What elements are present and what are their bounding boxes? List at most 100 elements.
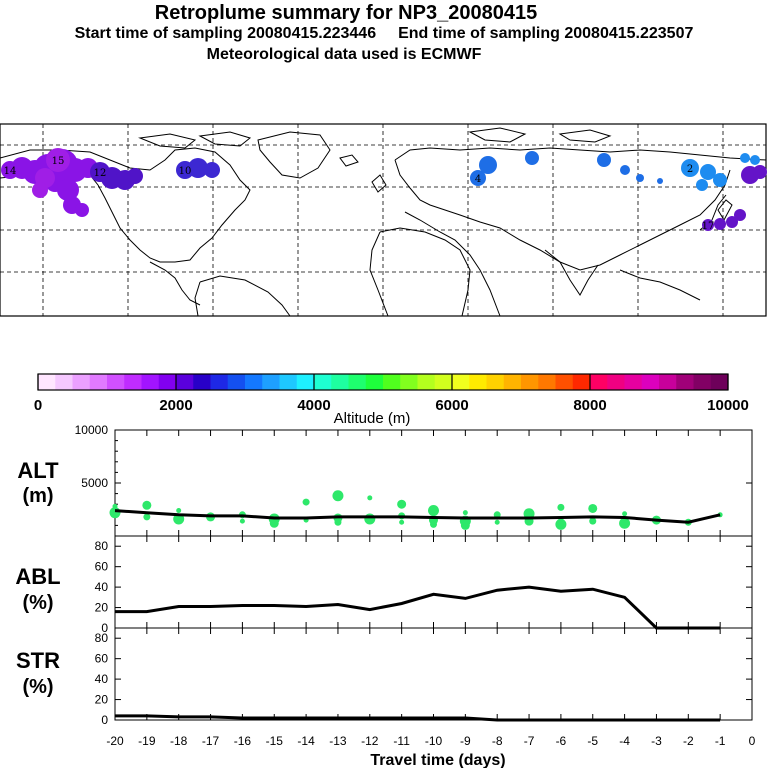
x-tick-labels: -20 -19 -18 -17 -16 -15 -14 -13 -12 -11 -10 -9 -8 -7-… — [106, 734, 755, 748]
colorbar-cell — [434, 374, 453, 390]
siberia-cluster: 4 — [470, 151, 663, 186]
altitude-colorbar: 0 2000 4000 6000 8000 10000 Altitude (m) — [34, 373, 749, 427]
y-tick-label: 10000 — [75, 423, 109, 437]
panel-label: ABL — [15, 564, 60, 589]
colorbar-cell — [710, 374, 729, 390]
x-tick-label: -11 — [393, 734, 410, 748]
panel-unit: (%) — [22, 676, 53, 698]
y-tick-label: 80 — [95, 539, 109, 553]
colorbar-cell — [521, 374, 539, 390]
time-series-panels: 5000 10000 ALT(m) 0 20 40 60 80 ABL (%) 0 20 40 60 80 S… — [15, 423, 755, 768]
alt-series-line — [114, 509, 721, 524]
altitude-point — [589, 517, 597, 525]
colorbar-cell — [555, 374, 574, 390]
altitude-point — [109, 507, 121, 519]
altitude-point — [364, 513, 376, 525]
plume-dot — [57, 179, 79, 201]
panel-unit: (m) — [22, 485, 53, 507]
colorbar-cell — [452, 374, 470, 390]
colorbar-cell — [676, 374, 694, 390]
colorbar-cell — [607, 374, 625, 390]
plume-day-label: 2 — [687, 164, 693, 175]
end-time-label: End time of sampling 20080415.223507 — [398, 25, 694, 42]
altitude-point — [462, 510, 468, 516]
plume-dot — [750, 155, 760, 165]
plume-dot — [204, 162, 220, 178]
colorbar-cell — [314, 374, 332, 390]
hudson-cluster: 10 — [176, 158, 220, 179]
y-tick-label: 0 — [101, 713, 108, 727]
x-axis-title: Travel time (days) — [370, 752, 505, 768]
colorbar-cell — [503, 374, 522, 390]
colorbar-tick-label: 0 — [34, 397, 42, 414]
altitude-point — [397, 499, 407, 509]
east-siberia-cluster: 2 — [681, 153, 760, 191]
colorbar-tick-label: 6000 — [435, 397, 468, 414]
colorbar-cell — [590, 374, 608, 390]
colorbar-cell — [262, 374, 280, 390]
colorbar-cell — [55, 374, 73, 390]
plume-dot — [714, 218, 726, 230]
x-tick-label: -17 — [202, 734, 220, 748]
x-tick-label: -12 — [361, 734, 379, 748]
world-map: 14 15 12 10 4 2 17 — [0, 123, 767, 317]
altitude-point — [555, 518, 567, 530]
alaska-cluster-2: 15 — [32, 148, 70, 198]
x-tick-label: -2 — [683, 734, 694, 748]
panel-label: ALT — [17, 458, 59, 483]
plume-dot — [620, 165, 630, 175]
plume-day-label: 14 — [4, 166, 17, 177]
plume-day-label: 4 — [475, 174, 481, 185]
colorbar-tick-label: 4000 — [297, 397, 330, 414]
plume-clusters: 14 15 12 10 4 2 17 — [1, 148, 767, 232]
start-time-label: Start time of sampling 20080415.223446 — [74, 25, 377, 42]
plume-dot — [127, 168, 143, 184]
plume-dot — [75, 203, 89, 217]
plume-dot — [740, 153, 750, 163]
x-tick-label: -20 — [106, 734, 124, 748]
colorbar-cell — [124, 374, 142, 390]
plume-dot — [657, 178, 663, 184]
panel-unit: (%) — [22, 592, 53, 614]
x-tick-label: -6 — [556, 734, 567, 748]
plume-dot — [470, 170, 486, 186]
colorbar-cell — [193, 374, 211, 390]
y-tick-label: 0 — [101, 621, 108, 635]
colorbar-cell — [572, 374, 591, 390]
x-tick-label: -1 — [715, 734, 726, 748]
plume-dot — [702, 219, 714, 231]
x-tick-label: -4 — [619, 734, 630, 748]
colorbar-cell — [469, 374, 487, 390]
colorbar-tick-label: 2000 — [159, 397, 192, 414]
altitude-point — [494, 519, 500, 525]
x-tick-label: -14 — [297, 734, 315, 748]
colorbar-cell — [641, 374, 660, 390]
plume-dot — [696, 179, 708, 191]
colorbar-cell — [538, 374, 556, 390]
x-tick-label: -15 — [266, 734, 284, 748]
x-tick-label: -10 — [425, 734, 443, 748]
plume-day-label: 12 — [94, 168, 107, 179]
plume-day-label: 17 — [702, 221, 715, 232]
alt-panel: 5000 10000 ALT(m) — [17, 423, 753, 537]
altitude-point — [619, 517, 631, 529]
x-tick-label: -3 — [651, 734, 662, 748]
colorbar-cell — [141, 374, 160, 390]
y-tick-label: 40 — [95, 580, 109, 594]
plume-dot — [597, 153, 611, 167]
colorbar-cell — [486, 374, 505, 390]
x-tick-label: -18 — [170, 734, 188, 748]
sampling-time-line: Start time of sampling 20080415.223446 En… — [0, 25, 768, 43]
x-tick-label: -16 — [234, 734, 252, 748]
colorbar-cell — [296, 374, 315, 390]
plume-day-label: 10 — [179, 166, 192, 177]
colorbar-ticks: 0 2000 4000 6000 8000 10000 — [34, 374, 749, 414]
coastlines — [0, 127, 767, 317]
plume-dot — [681, 159, 699, 177]
altitude-point — [367, 495, 373, 501]
panel-frame — [114, 627, 753, 721]
y-tick-label: 60 — [95, 560, 109, 574]
colorbar-cell — [176, 374, 194, 390]
plume-dot — [726, 216, 738, 228]
